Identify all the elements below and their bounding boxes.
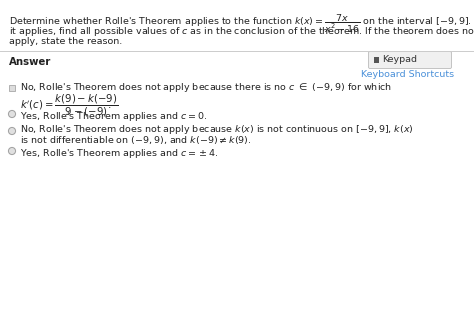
Text: it applies, find all possible values of $c$ as in the conclusion of the theorem.: it applies, find all possible values of … (9, 25, 474, 38)
Text: .: . (108, 100, 111, 110)
Circle shape (9, 147, 16, 154)
Circle shape (9, 110, 16, 117)
Text: apply, state the reason.: apply, state the reason. (9, 37, 122, 46)
Text: Answer: Answer (9, 57, 51, 67)
FancyBboxPatch shape (368, 51, 452, 69)
Text: Keyboard Shortcuts: Keyboard Shortcuts (361, 70, 454, 79)
Text: Yes, Rolle's Theorem applies and $c = \pm 4$.: Yes, Rolle's Theorem applies and $c = \p… (20, 147, 219, 160)
Bar (9, 85, 15, 91)
Text: Yes, Rolle's Theorem applies and $c = 0$.: Yes, Rolle's Theorem applies and $c = 0$… (20, 110, 207, 123)
Text: Determine whether Rolle's Theorem applies to the function $k(x) = \dfrac{7x}{x^2: Determine whether Rolle's Theorem applie… (9, 13, 474, 35)
Text: Keypad: Keypad (382, 56, 417, 64)
Circle shape (9, 128, 16, 135)
Bar (374, 57, 379, 63)
Text: $k'(c) = \dfrac{k(9) - k(-9)}{9 - (-9)}$: $k'(c) = \dfrac{k(9) - k(-9)}{9 - (-9)}$ (20, 93, 118, 119)
Text: No, Rolle's Theorem does not apply because there is no $c$ $\in$ $(-9, 9)$ for w: No, Rolle's Theorem does not apply becau… (20, 81, 392, 94)
Text: No, Rolle's Theorem does not apply because $k(x)$ is not continuous on $[-9, 9]$: No, Rolle's Theorem does not apply becau… (20, 123, 414, 136)
Text: is not differentiable on $(-9, 9)$, and $k(-9) \neq k(9)$.: is not differentiable on $(-9, 9)$, and … (20, 134, 252, 146)
